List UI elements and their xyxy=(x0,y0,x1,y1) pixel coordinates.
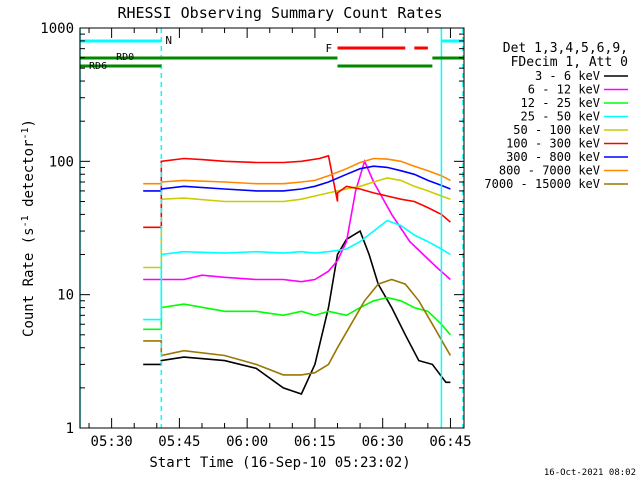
rd6-label: RD6 xyxy=(89,61,107,72)
legend-entry-label: 3 - 6 keV xyxy=(535,69,600,83)
legend-header-1: Det 1,3,4,5,6,9, xyxy=(503,41,628,56)
series-line-7000-15000-kev xyxy=(143,278,452,376)
series-line-800-7000-kev xyxy=(143,157,451,185)
series-line-25-50-kev xyxy=(143,219,451,321)
plot-frame xyxy=(79,27,465,429)
timestamp: 16-Oct-2021 08:02 xyxy=(544,468,636,478)
series-line-12-25-kev xyxy=(143,296,452,336)
y-tick-label: 10 xyxy=(57,288,74,304)
x-tick-label: 06:15 xyxy=(294,434,336,450)
legend-entry-label: 100 - 300 keV xyxy=(506,137,600,151)
y-tick-label: 100 xyxy=(49,154,74,170)
night-label: N xyxy=(165,34,172,47)
legend-entry-label: 7000 - 15000 keV xyxy=(484,177,600,191)
chart-title: RHESSI Observing Summary Count Rates xyxy=(117,4,442,22)
legend-entry-label: 50 - 100 keV xyxy=(513,123,600,137)
legend-entry-label: 800 - 7000 keV xyxy=(499,164,600,178)
y-axis-label-prefix: Count Rate (s xyxy=(21,227,37,337)
series-layer xyxy=(143,154,452,395)
x-tick-label: 06:00 xyxy=(226,434,268,450)
x-tick-label: 06:30 xyxy=(362,434,404,450)
series-line-50-100-kev xyxy=(143,177,451,269)
y-axis-label-suffix: ) xyxy=(21,119,37,127)
x-tick-label: 05:45 xyxy=(158,434,200,450)
series-line-3-6-kev xyxy=(143,229,451,395)
annotation-layer: N F RD0 RD6 xyxy=(79,28,464,428)
series-line-300-800-kev xyxy=(143,165,451,192)
y-tick-label: 1000 xyxy=(40,21,74,37)
y-axis-label-mid: detector xyxy=(21,140,37,216)
series-line-100-300-kev xyxy=(143,154,451,229)
legend-entry-label: 25 - 50 keV xyxy=(521,110,600,124)
y-axis-label-sup2: -1 xyxy=(20,127,31,139)
axis-layer: 1 10 100 1000 05:30 05:45 06:00 06:15 06:30 06:45 xyxy=(40,21,471,450)
legend-header-2: FDecim 1, Att 0 xyxy=(511,55,628,70)
legend-entry-label: 300 - 800 keV xyxy=(506,150,600,164)
legend-entry-label: 12 - 25 keV xyxy=(521,96,600,110)
y-axis-label-sup1: -1 xyxy=(20,215,31,227)
rd0-label: RD0 xyxy=(116,52,134,63)
y-tick-label: 1 xyxy=(66,421,74,437)
y-axis-label: Count Rate (s-1 detector-1) xyxy=(20,119,38,337)
x-tick-label: 06:45 xyxy=(429,434,471,450)
legend: Det 1,3,4,5,6,9, FDecim 1, Att 0 3 - 6 k… xyxy=(484,41,628,191)
legend-entry-label: 6 - 12 keV xyxy=(528,83,600,97)
series-line-6-12-kev xyxy=(143,158,451,283)
x-axis-label: Start Time (16-Sep-10 05:23:02) xyxy=(149,455,410,471)
flare-label: F xyxy=(326,42,333,55)
x-tick-label: 05:30 xyxy=(91,434,133,450)
